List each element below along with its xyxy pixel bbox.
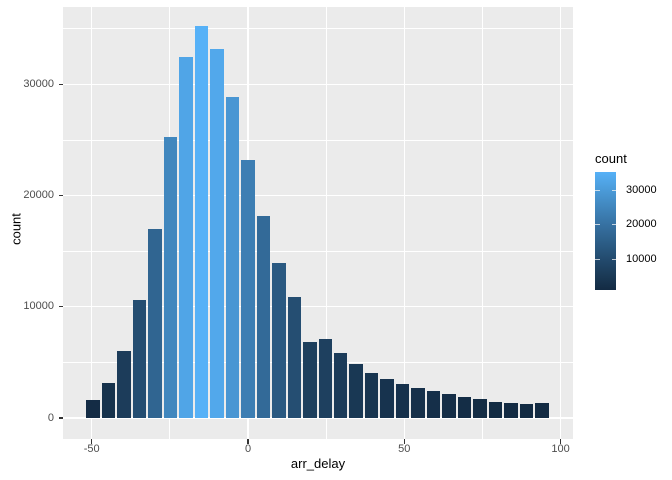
histogram-bar (442, 394, 456, 418)
histogram-bar (349, 364, 363, 418)
x-tick-label: 0 (244, 443, 252, 455)
legend-tick-mark-right (611, 224, 616, 226)
legend-tick-mark-left (595, 258, 600, 261)
gridline-x-major (559, 7, 562, 439)
histogram-bar (318, 339, 332, 418)
histogram-bar (504, 403, 518, 418)
histogram-bar (132, 299, 147, 418)
histogram-bar (364, 372, 379, 418)
histogram-bar (519, 404, 534, 418)
legend-tick-label: 20000 (626, 218, 657, 231)
histogram-bar (148, 229, 162, 418)
histogram-bar (194, 26, 209, 418)
gridline-y-minor (63, 28, 573, 30)
histogram-bar (333, 353, 348, 418)
legend-tick-label: 30000 (626, 183, 657, 196)
x-tick-label: -50 (83, 443, 100, 455)
gridline-y-minor (63, 250, 573, 252)
legend-tick-mark-left (595, 224, 600, 226)
x-tick-label: 50 (398, 443, 411, 455)
x-axis-tick (247, 439, 249, 444)
gridline-y-minor (63, 139, 573, 141)
legend-gradient-bar (595, 172, 616, 290)
histogram-bar (535, 403, 549, 418)
x-axis-tick (403, 439, 405, 444)
histogram-bar (272, 263, 286, 418)
x-axis-tick (560, 439, 562, 444)
gridline-y-major (63, 194, 573, 197)
legend-tick-mark-left (595, 189, 600, 191)
histogram-bar (163, 137, 178, 418)
y-axis-title: count (8, 213, 24, 245)
gridline-x-major (91, 7, 93, 439)
x-axis-title: arr_delay (290, 456, 346, 471)
y-axis-tick (58, 194, 63, 197)
gridline-x-minor (482, 7, 483, 439)
gridline-y-minor (63, 361, 573, 363)
y-tick-label: 20000 (23, 189, 54, 202)
legend-tick-mark-right (611, 189, 616, 191)
histogram-bar (225, 96, 240, 418)
y-axis-tick (58, 417, 63, 419)
histogram-bar (411, 388, 425, 418)
plot-panel (63, 7, 573, 439)
histogram-bar (256, 216, 271, 418)
y-axis-tick (58, 83, 63, 85)
legend-tick-mark-right (611, 258, 616, 261)
histogram-bar (179, 57, 193, 418)
histogram-bar (101, 382, 116, 418)
histogram-bar (210, 48, 224, 418)
y-tick-label: 30000 (23, 77, 54, 90)
legend-title: count (595, 151, 627, 166)
histogram-bar (303, 342, 317, 418)
gridline-y-major (63, 306, 573, 308)
gridline-y-major (63, 83, 573, 85)
histogram-bar (86, 400, 100, 418)
gridline-y-major (63, 417, 573, 419)
y-tick-label: 0 (47, 411, 54, 424)
histogram-bar (380, 378, 394, 418)
y-axis-tick (58, 306, 63, 308)
y-tick-label: 10000 (23, 300, 54, 313)
histogram-bar (117, 351, 131, 418)
histogram-bar (457, 396, 472, 418)
legend: count 30000 20000 10000 (595, 151, 672, 316)
x-axis-tick (91, 439, 93, 444)
histogram-bar (426, 390, 441, 418)
gridline-x-major (403, 7, 405, 439)
histogram-bar (395, 383, 410, 418)
x-tick-label: 100 (551, 443, 570, 455)
histogram-bar (473, 399, 487, 418)
histogram-bar (488, 401, 503, 418)
histogram-bar (287, 296, 302, 418)
histogram-bar (241, 159, 255, 418)
legend-tick-label: 10000 (626, 253, 657, 266)
gridline-x-minor (325, 7, 327, 439)
